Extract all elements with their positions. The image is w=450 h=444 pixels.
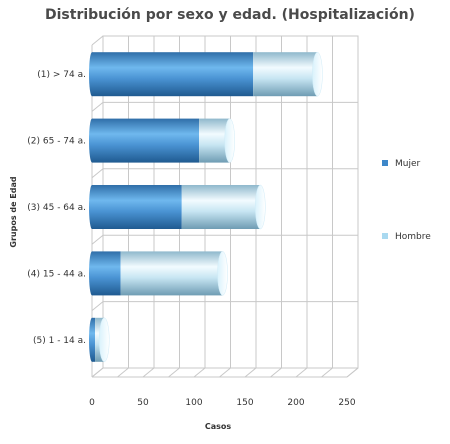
floor-grid-line xyxy=(219,367,231,378)
bar-start-cap xyxy=(89,251,95,296)
legend-label-mujer: Mujer xyxy=(395,159,421,169)
category-label: (2) 65 - 74 a. xyxy=(27,137,86,147)
floor-grid-line xyxy=(91,367,104,378)
y-axis-title: Grupos de Edad xyxy=(9,176,18,248)
x-tick-label: 100 xyxy=(185,398,202,408)
bar-mujer[interactable] xyxy=(92,118,200,163)
band-separator xyxy=(91,168,104,179)
category-label: (5) 1 - 14 a. xyxy=(33,336,86,346)
bar-start-cap xyxy=(89,52,95,97)
bar-hombre[interactable] xyxy=(253,52,318,97)
legend: Mujer Hombre xyxy=(382,159,431,242)
bar-end-cap xyxy=(217,251,228,296)
floor-grid-line xyxy=(142,367,155,378)
bar-end-cap xyxy=(312,51,323,97)
bar-mujer[interactable] xyxy=(92,251,121,296)
chart-title: Distribución por sexo y edad. (Hospitali… xyxy=(45,7,415,23)
x-tick-label: 250 xyxy=(338,398,355,408)
x-tick-label: 200 xyxy=(287,398,304,408)
floor-grid-line xyxy=(117,367,129,378)
floor-grid-line xyxy=(321,367,333,378)
band-separator xyxy=(91,301,104,311)
legend-label-hombre: Hombre xyxy=(395,232,431,242)
bar-end-cap xyxy=(224,118,235,163)
category-label: (1) > 74 a. xyxy=(37,70,86,80)
bar-start-cap xyxy=(89,118,95,163)
floor-grid-line xyxy=(270,367,282,378)
floor-grid-line xyxy=(193,367,206,378)
x-tick-labels: 0 50 100 150 200 250 xyxy=(89,398,356,408)
x-tick-label: 0 xyxy=(89,398,95,408)
bar-mujer[interactable] xyxy=(92,185,182,229)
x-axis-title: Casos xyxy=(205,422,232,431)
category-label: (3) 45 - 64 a. xyxy=(27,203,86,213)
bar-hombre[interactable] xyxy=(181,185,261,229)
bars xyxy=(89,51,323,363)
bar-start-cap xyxy=(89,317,95,362)
floor-grid-line xyxy=(295,367,308,378)
category-labels: (1) > 74 a. (2) 65 - 74 a. (3) 45 - 64 a. (… xyxy=(27,70,86,346)
x-tick-label: 150 xyxy=(236,398,253,408)
x-tick-label: 50 xyxy=(137,398,149,408)
legend-swatch-hombre xyxy=(382,233,388,239)
bar-hombre[interactable] xyxy=(120,251,223,296)
side-wall-edge xyxy=(91,35,104,46)
category-label: (4) 15 - 44 a. xyxy=(27,269,86,279)
band-separator xyxy=(91,234,104,245)
bar-start-cap xyxy=(89,185,95,229)
floor-grid-line xyxy=(168,367,180,378)
bar-mujer[interactable] xyxy=(92,52,254,97)
bar-end-cap xyxy=(98,317,110,363)
legend-swatch-mujer xyxy=(382,160,388,166)
floor-grid-line xyxy=(244,367,257,378)
bar-end-cap xyxy=(255,184,266,230)
floor-grid-line xyxy=(346,367,359,378)
band-separator xyxy=(91,102,104,112)
